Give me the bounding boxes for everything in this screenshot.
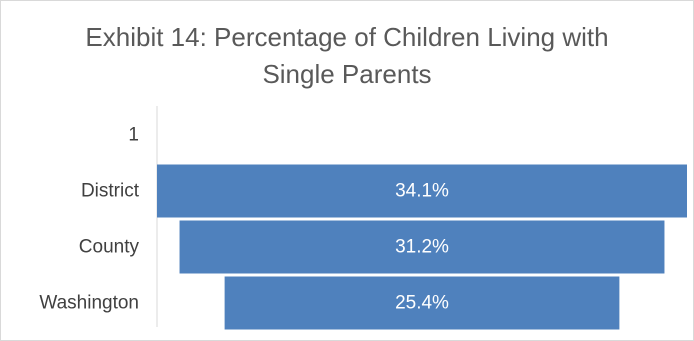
data-label: 34.1%: [395, 181, 449, 202]
bar: [179, 220, 665, 274]
category-label: Washington: [39, 293, 139, 314]
data-label: 31.2%: [395, 237, 449, 258]
category-label: 1: [128, 125, 139, 146]
bar: [224, 276, 620, 330]
category-label: District: [81, 181, 140, 202]
chart-title-line-2: Single Parents: [262, 59, 432, 89]
bar: [157, 164, 687, 218]
chart-title: Exhibit 14: Percentage of Children Livin…: [1, 19, 693, 93]
category-label: County: [79, 237, 140, 258]
data-label: 25.4%: [395, 293, 449, 314]
chart-title-line-1: Exhibit 14: Percentage of Children Livin…: [85, 22, 609, 52]
